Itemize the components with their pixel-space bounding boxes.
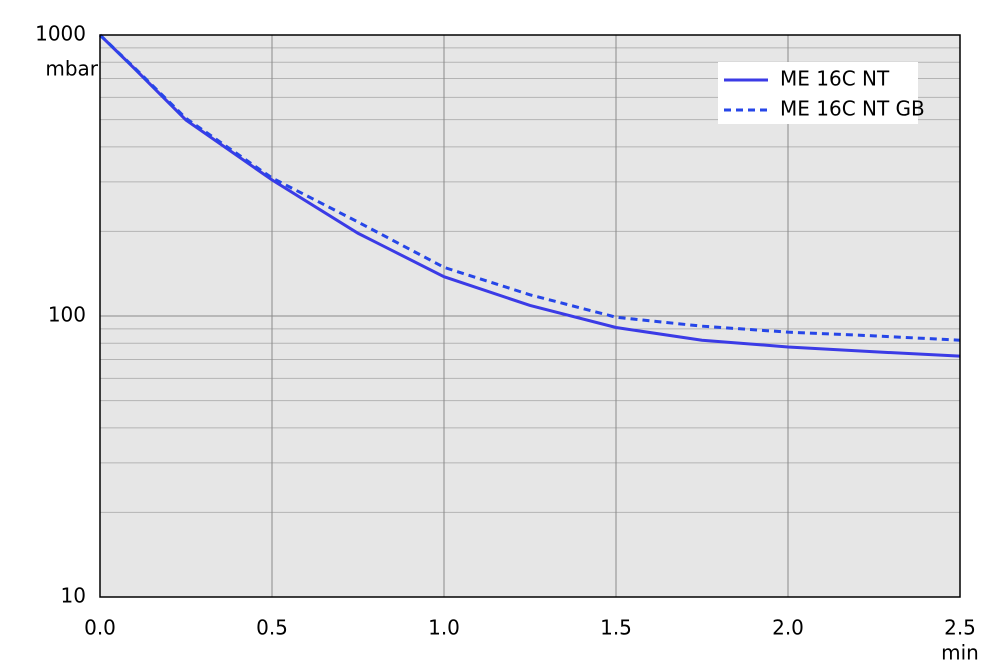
y-tick-label: 10 [61, 584, 86, 608]
x-axis-label: min [941, 641, 979, 665]
x-tick-label: 2.5 [944, 616, 976, 640]
legend-box [718, 62, 918, 124]
y-tick-label: 1000 [35, 22, 86, 46]
y-axis-label: mbar [45, 57, 98, 81]
plot-border [99, 34, 961, 598]
x-tick-label: 1.0 [428, 616, 460, 640]
x-tick-label: 0.0 [84, 616, 116, 640]
x-tick-label: 2.0 [772, 616, 804, 640]
x-tick-label: 0.5 [256, 616, 288, 640]
y-tick-label: 100 [48, 303, 86, 327]
x-tick-label: 1.5 [600, 616, 632, 640]
lines [98, 33, 961, 358]
data-line [98, 33, 961, 342]
legend-label: ME 16C NT [780, 67, 890, 91]
legend: ME 16C NT ME 16C NT GB [718, 62, 925, 124]
legend-label: ME 16C NT GB [780, 97, 925, 121]
